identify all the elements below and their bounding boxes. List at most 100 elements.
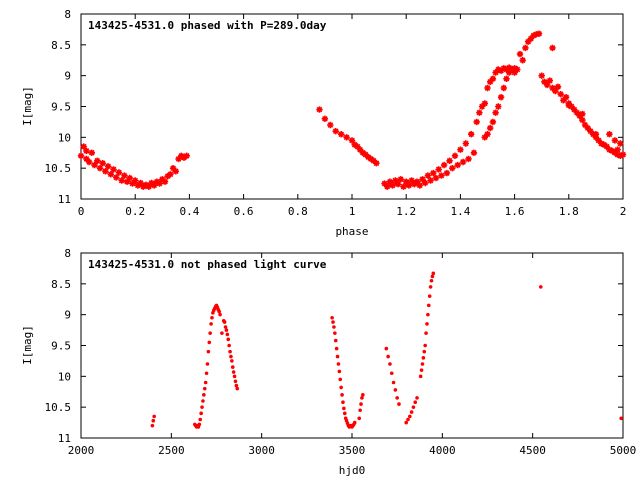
- data-point: [107, 171, 114, 178]
- data-point: [557, 91, 564, 98]
- data-points: [150, 271, 623, 429]
- unphased-light-curve-panel: 2000 2500 3000 3500 4000 4500 5000 8 8.5 9 9.5 10 1…: [21, 247, 636, 477]
- data-point: [389, 182, 396, 189]
- data-point: [208, 331, 212, 335]
- y-tick-label: 8.5: [51, 278, 71, 291]
- y-tick-label: 9: [64, 70, 71, 83]
- data-point: [373, 160, 380, 167]
- data-point: [386, 354, 390, 359]
- data-point: [218, 312, 222, 317]
- data-point: [110, 166, 117, 173]
- data-point: [409, 410, 414, 414]
- data-point: [478, 103, 486, 110]
- plot-frame: [80, 252, 624, 439]
- data-point: [331, 320, 335, 324]
- data-point: [495, 103, 502, 110]
- data-point: [333, 331, 337, 335]
- x-axis-label: phase: [335, 225, 368, 238]
- data-point: [535, 30, 543, 37]
- data-point: [96, 165, 104, 172]
- data-point: [397, 402, 401, 406]
- data-point: [201, 399, 205, 403]
- data-point: [394, 181, 402, 188]
- data-point: [549, 44, 556, 52]
- phased-light-curve-panel: 0 0.2 0.4 0.6 0.8 1 1.2 1.4 1.6 1.8 2 8 8.5 9 9.5 10 10…: [21, 8, 626, 238]
- data-point: [435, 166, 442, 173]
- data-point: [159, 176, 166, 183]
- data-point: [411, 181, 418, 188]
- data-point: [210, 315, 214, 320]
- data-point: [592, 131, 600, 138]
- data-point: [360, 396, 364, 400]
- data-point: [606, 146, 613, 153]
- data-point: [395, 396, 399, 400]
- data-point: [424, 331, 428, 335]
- data-point: [524, 38, 532, 45]
- data-point: [99, 160, 106, 167]
- data-point: [381, 180, 388, 187]
- data-point: [121, 172, 128, 179]
- data-point: [94, 157, 101, 164]
- x-axis-label: hjd0: [339, 464, 366, 477]
- data-point: [167, 171, 174, 178]
- data-point: [352, 420, 357, 425]
- data-point: [361, 393, 365, 397]
- data-point: [115, 169, 123, 176]
- data-point: [468, 131, 475, 138]
- data-point: [351, 141, 358, 148]
- data-point: [161, 178, 169, 185]
- data-point: [388, 362, 392, 366]
- data-point: [330, 315, 334, 320]
- data-point: [203, 380, 208, 385]
- data-point: [514, 66, 521, 73]
- data-point: [546, 77, 553, 84]
- data-point: [554, 83, 562, 90]
- data-point: [573, 109, 581, 116]
- data-point: [427, 177, 434, 184]
- data-point: [342, 411, 347, 416]
- data-point: [549, 84, 556, 92]
- data-point: [198, 417, 203, 422]
- data-point: [446, 157, 453, 164]
- data-point: [392, 177, 399, 184]
- data-point: [413, 400, 418, 405]
- y-tick-label: 8.5: [51, 39, 71, 52]
- data-point: [334, 346, 339, 351]
- data-point: [204, 371, 209, 376]
- x-tick-label: 2000: [68, 444, 95, 457]
- data-point: [503, 66, 510, 73]
- data-point: [408, 414, 412, 419]
- data-point: [206, 349, 211, 354]
- y-axis-label: I[mag]: [21, 325, 34, 365]
- data-point: [129, 180, 136, 187]
- data-point: [440, 161, 448, 169]
- data-point: [487, 124, 494, 132]
- data-point: [422, 349, 427, 354]
- data-point: [598, 140, 605, 147]
- data-point: [606, 131, 613, 138]
- y-tick-label: 10: [58, 370, 71, 383]
- data-point: [492, 69, 499, 76]
- data-point: [137, 179, 144, 187]
- data-point: [332, 325, 336, 329]
- data-point: [538, 72, 545, 79]
- data-point: [484, 84, 491, 92]
- data-point: [487, 78, 494, 85]
- plot-frame: [80, 13, 624, 200]
- data-point: [419, 176, 426, 183]
- data-point: [404, 420, 409, 425]
- data-point: [338, 377, 343, 382]
- y-tick-label: 9.5: [51, 340, 71, 353]
- data-point: [470, 149, 478, 156]
- data-point: [217, 309, 222, 314]
- data-point: [424, 172, 432, 179]
- data-point: [333, 338, 338, 343]
- data-point: [443, 169, 451, 177]
- data-point: [581, 121, 589, 129]
- data-point: [541, 78, 548, 85]
- data-point: [454, 161, 461, 169]
- data-point: [420, 362, 425, 366]
- data-point: [113, 174, 120, 181]
- data-point: [430, 169, 437, 177]
- x-tick-label: 4500: [519, 444, 546, 457]
